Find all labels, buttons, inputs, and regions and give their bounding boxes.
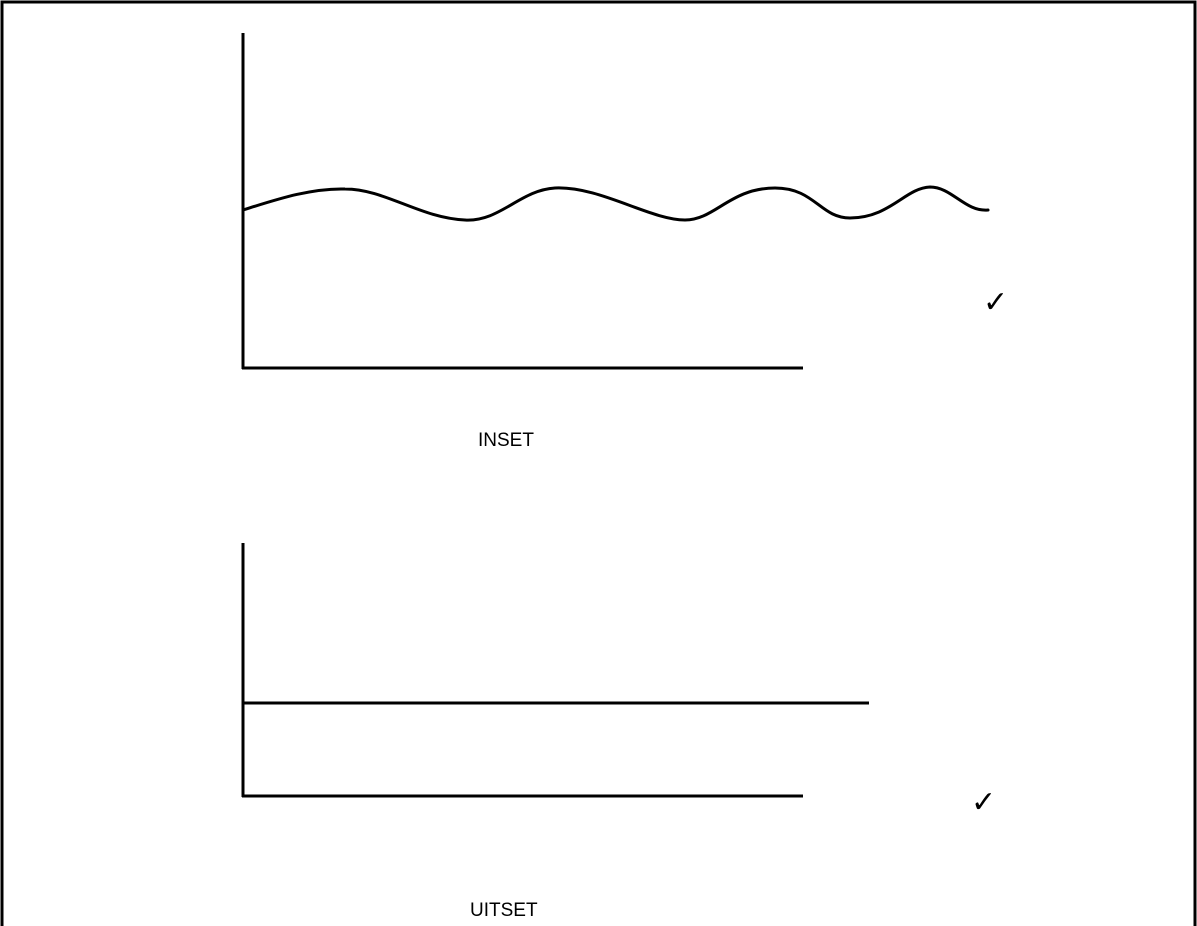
uitset-diagram bbox=[241, 543, 869, 798]
inset-check-mark: ✓ bbox=[983, 285, 1009, 320]
uitset-caption: UITSET bbox=[470, 900, 538, 921]
inset-caption: INSET bbox=[478, 430, 534, 451]
inset-diagram bbox=[241, 33, 990, 370]
uitset-check-mark: ✓ bbox=[971, 785, 997, 820]
inset-wavy-line bbox=[241, 185, 990, 222]
